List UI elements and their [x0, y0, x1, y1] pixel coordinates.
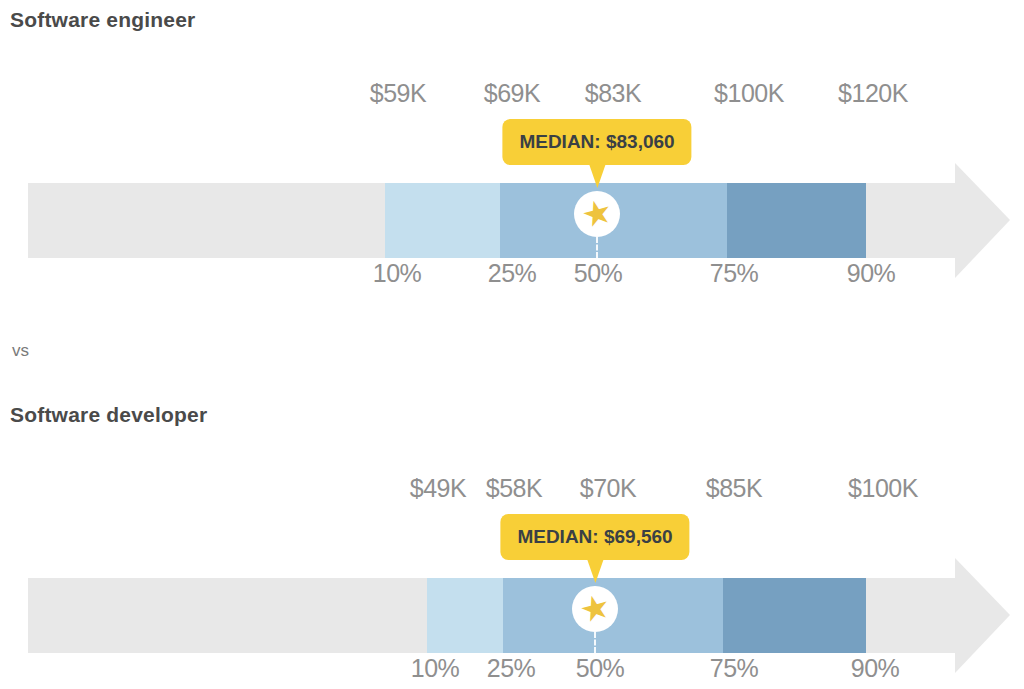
median-star-marker: ★: [572, 586, 618, 632]
salary-label: $83K: [585, 79, 641, 108]
segment-75-90: [723, 578, 866, 653]
percentile-label: 50%: [576, 654, 625, 683]
salary-label: $59K: [370, 79, 426, 108]
segment-10-25: [427, 578, 503, 653]
segment-75-90: [727, 183, 866, 258]
percentile-label: 90%: [851, 654, 900, 683]
percentile-axis-row: 10% 25% 50% 75% 90%: [0, 654, 1024, 684]
chart-title: Software engineer: [10, 8, 195, 32]
percentile-label: 25%: [487, 654, 536, 683]
salary-label: $69K: [484, 79, 540, 108]
segment-10-25: [385, 183, 500, 258]
salary-label: $100K: [714, 79, 784, 108]
vs-label: vs: [12, 341, 29, 361]
salary-label: $49K: [410, 474, 466, 503]
star-icon: ★: [578, 193, 616, 234]
salary-label: $120K: [838, 79, 908, 108]
percentile-label: 50%: [574, 259, 623, 288]
percentile-label: 75%: [710, 654, 759, 683]
salary-axis-row: $59K $69K $83K $100K $120K: [0, 79, 1024, 109]
percentile-axis-row: 10% 25% 50% 75% 90%: [0, 259, 1024, 289]
percentile-label: 10%: [373, 259, 422, 288]
star-icon: ★: [576, 588, 614, 629]
percentile-label: 10%: [411, 654, 460, 683]
salary-axis-row: $49K $58K $70K $85K $100K: [0, 474, 1024, 504]
range-bar: ★: [0, 183, 1024, 258]
median-badge: MEDIAN: $83,060: [502, 119, 691, 165]
range-bar: ★: [0, 578, 1024, 653]
salary-label: $70K: [580, 474, 636, 503]
salary-label: $58K: [486, 474, 542, 503]
chart-software-developer: Software developer $49K $58K $70K $85K $…: [0, 395, 1024, 689]
percentile-label: 25%: [488, 259, 537, 288]
percentile-label: 90%: [847, 259, 896, 288]
salary-label: $100K: [848, 474, 918, 503]
chart-title: Software developer: [10, 403, 207, 427]
salary-label: $85K: [706, 474, 762, 503]
median-star-marker: ★: [574, 191, 620, 237]
median-dash-line: [594, 632, 596, 653]
salary-comparison-infographic: Software engineer $59K $69K $83K $100K $…: [0, 0, 1024, 689]
percentile-label: 75%: [710, 259, 759, 288]
median-dash-line: [596, 237, 598, 258]
median-badge: MEDIAN: $69,560: [500, 514, 689, 560]
chart-software-engineer: Software engineer $59K $69K $83K $100K $…: [0, 0, 1024, 300]
